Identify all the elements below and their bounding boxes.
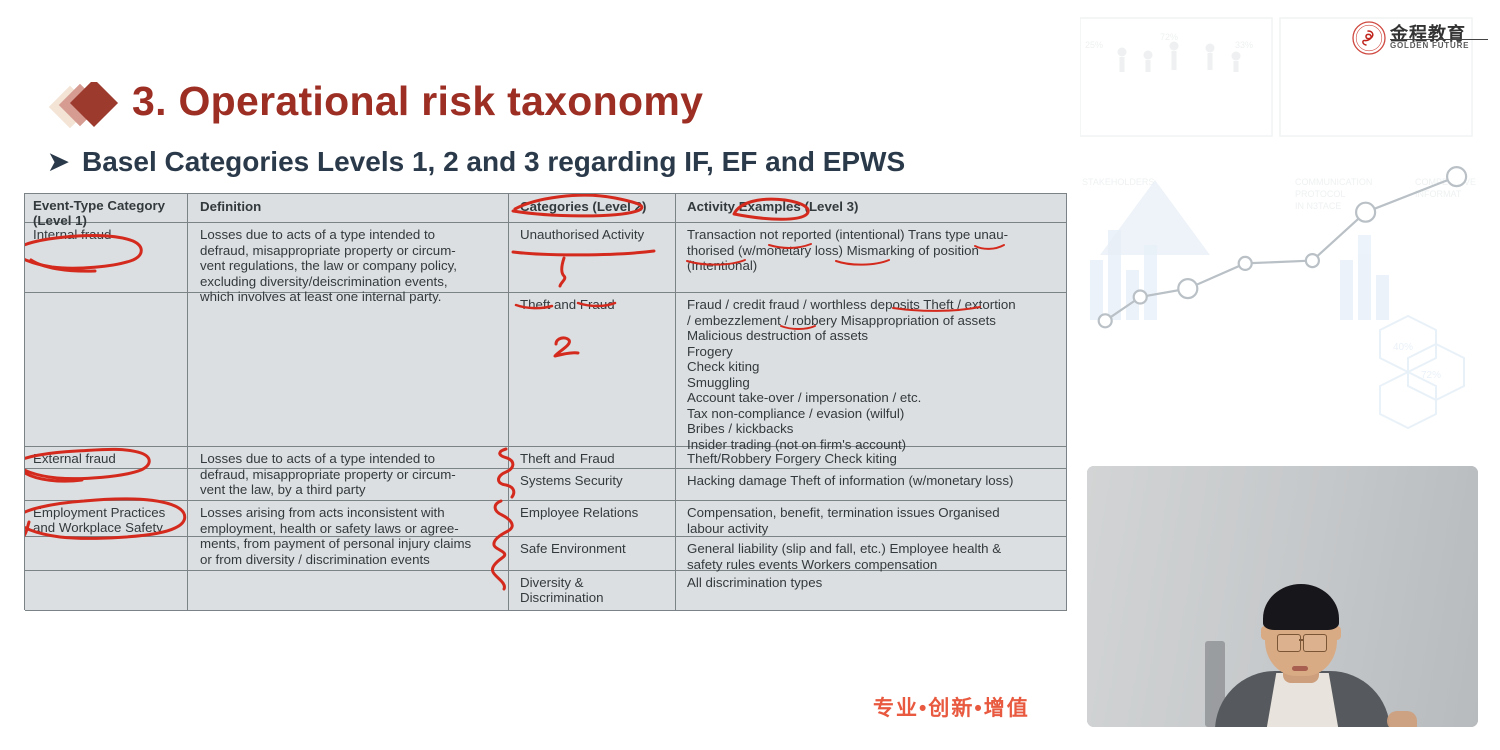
svg-text:25%: 25% [1085, 40, 1103, 50]
svg-text:33%: 33% [1235, 40, 1253, 50]
svg-text:72%: 72% [1160, 32, 1178, 42]
